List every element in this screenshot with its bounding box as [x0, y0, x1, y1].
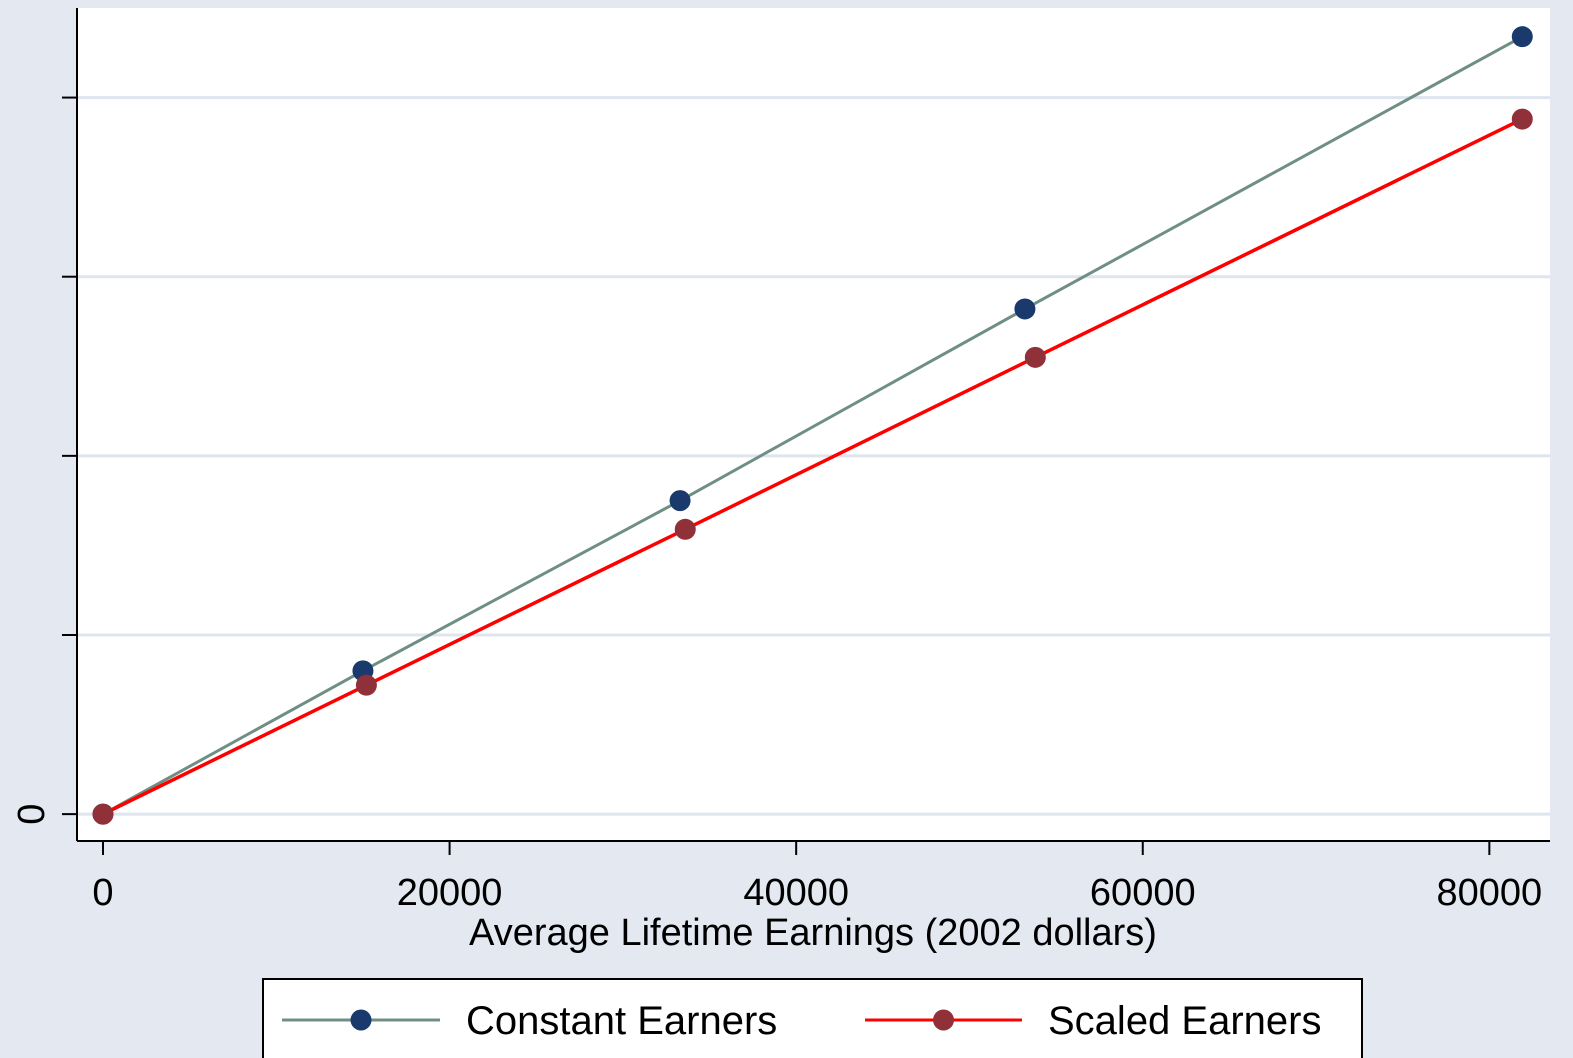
x-tick-label-4: 80000: [1437, 872, 1543, 914]
legend-box: [262, 978, 1363, 1058]
series-1-point-3: [1014, 298, 1036, 320]
plot-area: [77, 8, 1550, 841]
series-2-point-1: [355, 674, 377, 696]
series-2-point-2: [674, 518, 696, 540]
legend-label-1: Constant Earners: [466, 999, 777, 1043]
x-tick-label-1: 20000: [397, 872, 503, 914]
axes: [76, 8, 1550, 842]
ticks: 0 0 20000 40000 60000 80000: [11, 96, 1543, 914]
legend-label-2: Scaled Earners: [1048, 999, 1321, 1043]
x-tick-label-0: 0: [92, 872, 113, 914]
x-axis-title: Average Lifetime Earnings (2002 dollars): [469, 912, 1157, 954]
series-1-point-2: [669, 490, 691, 512]
series-1-point-4: [1511, 26, 1533, 48]
series-layer: [92, 26, 1533, 825]
legend-marker-2: [933, 1009, 954, 1031]
series-2-point-0: [92, 803, 114, 825]
x-tick-label-2: 40000: [743, 872, 849, 914]
gridlines: [77, 96, 1550, 816]
x-tick-label-3: 60000: [1090, 872, 1196, 914]
legend-marker-1: [350, 1009, 372, 1031]
series-2-point-3: [1024, 346, 1046, 368]
series-2-point-4: [1511, 108, 1533, 130]
y-tick-label-0: 0: [11, 804, 53, 825]
legend: Constant Earners Scaled Earners: [262, 978, 1363, 1058]
